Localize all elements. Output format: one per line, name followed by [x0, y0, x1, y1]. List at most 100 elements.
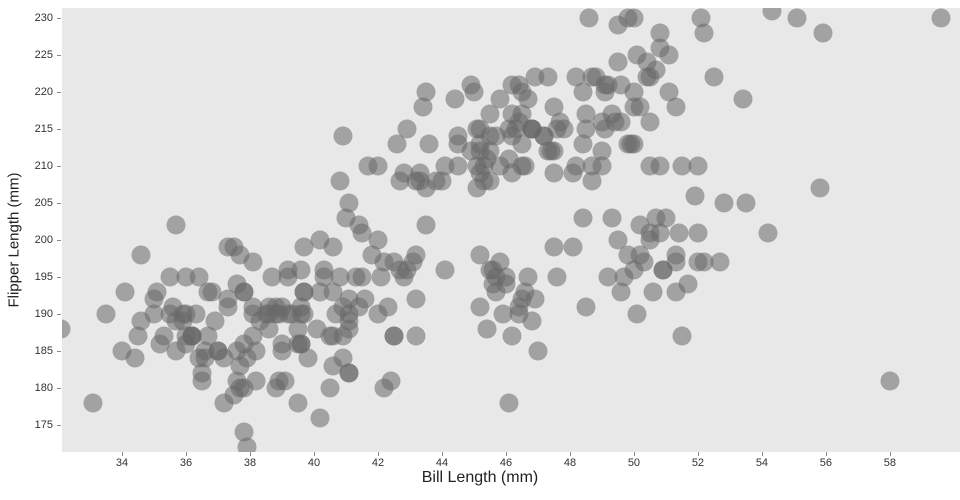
data-point — [931, 8, 951, 28]
x-tick-label: 34 — [115, 457, 129, 469]
data-point — [611, 282, 631, 302]
data-point — [176, 267, 196, 287]
data-point — [256, 304, 276, 324]
data-point — [333, 348, 353, 368]
x-tick-mark — [633, 452, 635, 456]
data-point — [227, 371, 247, 391]
data-point — [131, 245, 151, 265]
data-point — [218, 289, 238, 309]
data-point — [544, 97, 564, 117]
x-tick-mark — [825, 452, 827, 456]
y-tick-label: 210 — [34, 159, 53, 172]
x-tick-mark — [761, 452, 763, 456]
x-tick-label: 46 — [499, 457, 513, 469]
data-point — [195, 348, 215, 368]
data-point — [592, 141, 612, 161]
data-point — [352, 267, 372, 287]
data-point — [544, 237, 564, 257]
y-tick-mark — [57, 91, 61, 93]
data-point — [320, 378, 340, 398]
x-tick-mark — [889, 452, 891, 456]
x-tick-label: 54 — [755, 457, 769, 469]
y-tick-mark — [57, 239, 61, 241]
x-tick-label: 40 — [307, 457, 321, 469]
x-tick-label: 52 — [691, 457, 705, 469]
data-point — [490, 89, 510, 109]
y-tick-label: 205 — [34, 196, 53, 209]
data-point — [381, 371, 401, 391]
data-point — [333, 326, 353, 346]
data-point — [659, 82, 679, 102]
data-point — [672, 156, 692, 176]
data-point — [288, 319, 308, 339]
data-point — [630, 97, 650, 117]
data-point — [614, 267, 634, 287]
data-point — [515, 156, 535, 176]
data-point — [576, 119, 596, 139]
x-tick-label: 56 — [819, 457, 833, 469]
data-point — [787, 8, 807, 28]
data-point — [278, 304, 298, 324]
x-tick-mark — [121, 452, 123, 456]
data-point — [294, 237, 314, 257]
data-point — [653, 260, 673, 280]
x-tick-mark — [505, 452, 507, 456]
x-axis-title: Bill Length (mm) — [421, 469, 539, 486]
data-point — [310, 282, 330, 302]
data-point — [163, 297, 183, 317]
data-point — [650, 223, 670, 243]
x-tick-mark — [569, 452, 571, 456]
data-point — [262, 267, 282, 287]
data-point — [259, 319, 279, 339]
plot-area — [62, 8, 960, 452]
data-point — [416, 178, 436, 198]
data-point — [198, 326, 218, 346]
data-point — [547, 267, 567, 287]
x-tick-mark — [441, 452, 443, 456]
data-point — [339, 193, 359, 213]
y-tick-mark — [57, 313, 61, 315]
data-point — [310, 408, 330, 428]
data-point — [666, 245, 686, 265]
data-point — [128, 326, 148, 346]
data-point — [579, 8, 599, 28]
data-point — [234, 282, 254, 302]
data-point — [330, 267, 350, 287]
data-point — [563, 237, 583, 257]
data-point — [758, 223, 778, 243]
data-point — [176, 326, 196, 346]
data-point — [435, 260, 455, 280]
y-tick-label: 175 — [34, 418, 53, 431]
y-tick-label: 185 — [34, 344, 53, 357]
y-tick-mark — [57, 424, 61, 426]
data-point — [762, 8, 782, 21]
data-point — [627, 304, 647, 324]
data-point — [406, 326, 426, 346]
data-point — [326, 304, 346, 324]
data-point — [611, 75, 631, 95]
y-tick-label: 180 — [34, 381, 53, 394]
data-point — [186, 304, 206, 324]
data-point — [566, 67, 586, 87]
data-point — [522, 311, 542, 331]
data-point — [605, 112, 625, 132]
y-tick-label: 225 — [34, 48, 53, 61]
data-point — [486, 267, 506, 287]
data-point — [378, 297, 398, 317]
data-point — [646, 208, 666, 228]
data-point — [166, 215, 186, 235]
data-point — [144, 289, 164, 309]
y-tick-label: 220 — [34, 85, 53, 98]
data-point — [150, 334, 170, 354]
data-point — [243, 326, 263, 346]
data-point — [291, 334, 311, 354]
data-point — [448, 126, 468, 146]
data-point — [272, 341, 292, 361]
data-point — [582, 171, 602, 191]
data-point — [339, 363, 359, 383]
x-tick-mark — [249, 452, 251, 456]
data-point — [704, 67, 724, 87]
data-point — [166, 341, 186, 361]
data-point — [688, 223, 708, 243]
